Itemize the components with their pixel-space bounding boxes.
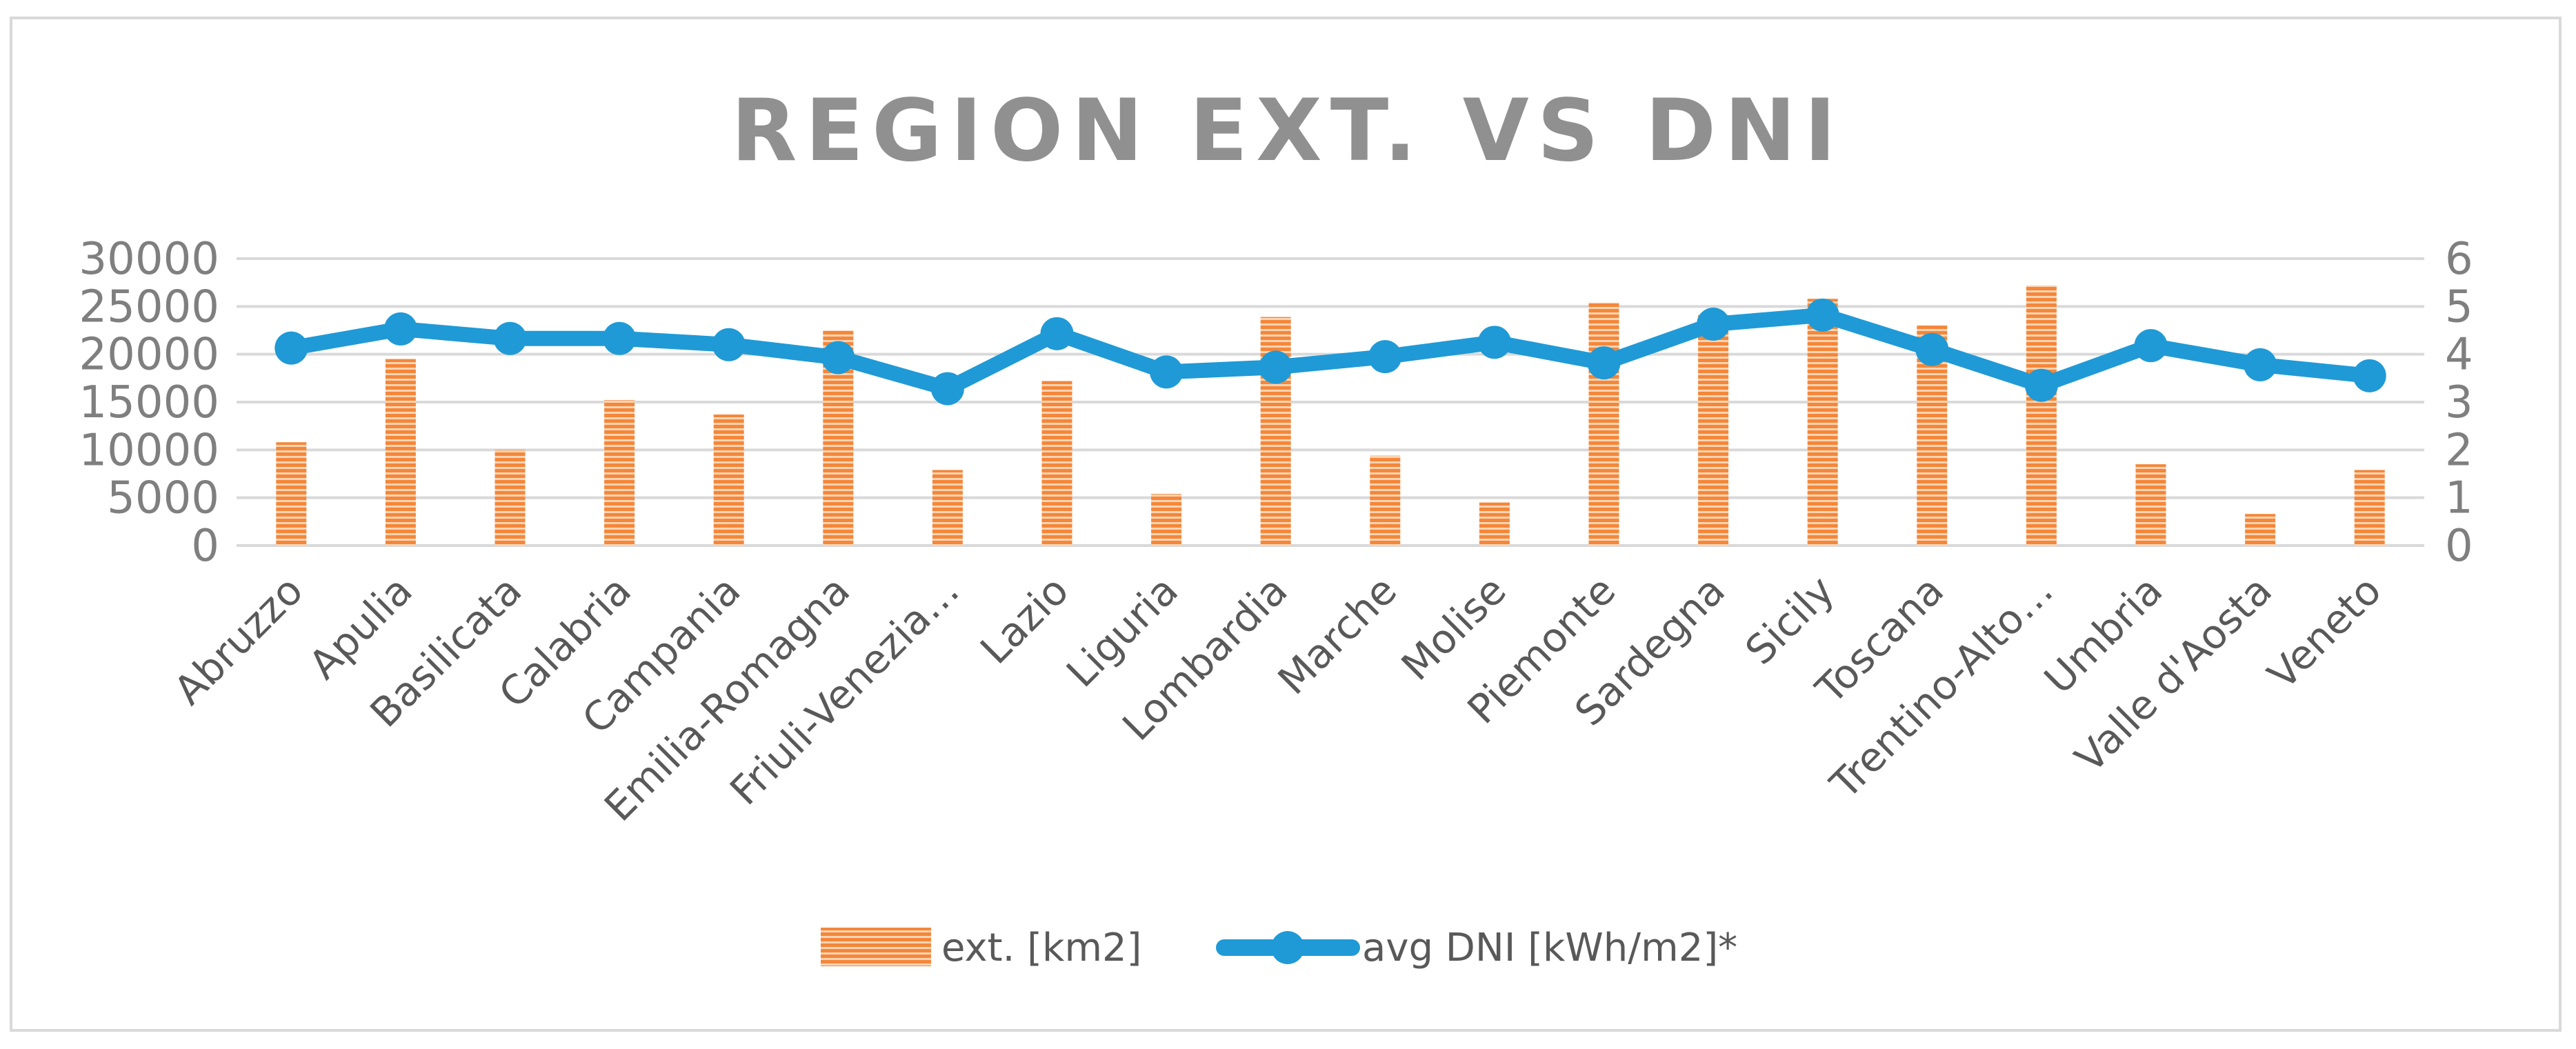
y-right-tick-label: 6	[2445, 234, 2473, 285]
x-axis-categories: AbruzzoApuliaBasilicataCalabriaCampaniaE…	[165, 567, 2390, 830]
dni-point	[1150, 355, 1184, 389]
bar	[1151, 494, 1182, 546]
bar	[276, 442, 307, 546]
dni-line	[283, 307, 2377, 397]
dni-point	[2353, 359, 2386, 392]
y-right-tick-label: 5	[2445, 281, 2473, 332]
y-right-tick-label: 0	[2445, 521, 2473, 572]
dni-point	[1915, 332, 1949, 366]
bar	[2135, 464, 2166, 546]
dni-point	[2024, 368, 2058, 402]
bar	[604, 400, 635, 546]
y-left-tick-label: 30000	[79, 234, 219, 285]
dni-point	[1259, 350, 1292, 384]
dni-point	[1477, 326, 1511, 359]
y-left-tick-label: 15000	[79, 377, 219, 428]
dni-point	[821, 341, 855, 374]
y-left-tick-label: 5000	[107, 473, 219, 524]
bar	[1807, 299, 1838, 546]
y-left-tick-label: 0	[191, 521, 219, 572]
x-category-label: Valle d'Aosta	[2066, 567, 2281, 781]
bar	[385, 359, 416, 546]
dni-point	[2244, 348, 2277, 381]
bar	[495, 450, 526, 546]
dni-point	[603, 321, 637, 355]
legend-line-label: avg DNI [kWh/m2]*	[1362, 926, 1737, 970]
y-right-tick-label: 3	[2445, 377, 2473, 428]
x-category-label: Abruzzo	[165, 567, 312, 714]
y-left-tick-label: 10000	[79, 425, 219, 476]
bar	[1588, 302, 1619, 546]
dni-point	[930, 372, 964, 406]
dni-point	[1587, 346, 1621, 380]
dni-point	[712, 328, 746, 361]
chart-title: REGION EXT. VS DNI	[731, 81, 1844, 181]
y-right-tick-label: 2	[2445, 425, 2473, 476]
legend-bar-swatch	[821, 928, 931, 966]
x-category-label: Veneto	[2259, 567, 2390, 699]
bar	[1698, 314, 1729, 546]
bar	[2245, 514, 2276, 546]
y-right-tick-label: 4	[2445, 330, 2473, 381]
dni-point	[493, 321, 527, 355]
line-series	[274, 298, 2386, 406]
bar	[713, 414, 744, 546]
bar	[2026, 285, 2057, 546]
dni-point	[1697, 307, 1730, 341]
dni-point	[1368, 340, 1402, 374]
bar	[932, 470, 963, 546]
bar	[1370, 455, 1401, 546]
bar	[1041, 381, 1072, 546]
y-right-tick-label: 1	[2445, 473, 2473, 524]
legend-bar-label: ext. [km2]	[941, 926, 1141, 970]
y-left-tick-label: 25000	[79, 281, 219, 332]
x-category-label: Marche	[1269, 567, 1406, 703]
legend: ext. [km2] avg DNI [kWh/m2]*	[821, 926, 1737, 970]
bar-series	[276, 285, 2385, 546]
legend-line-marker	[1271, 931, 1304, 964]
y-left-tick-label: 20000	[79, 330, 219, 381]
dni-point	[383, 312, 417, 346]
dni-point	[1806, 298, 1839, 332]
dni-point	[274, 331, 308, 365]
dni-point	[1040, 317, 1074, 350]
x-category-label: Sicily	[1736, 567, 1843, 674]
dni-point	[2134, 329, 2168, 363]
gridlines	[237, 257, 2424, 547]
bar	[2354, 470, 2385, 546]
x-category-label: Lazio	[971, 567, 1077, 673]
bar	[1479, 502, 1510, 546]
